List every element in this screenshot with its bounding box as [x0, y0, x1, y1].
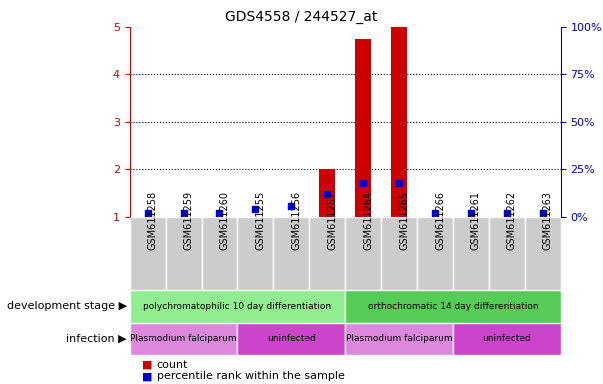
Point — [178, 210, 188, 216]
Text: GSM611259: GSM611259 — [183, 191, 194, 250]
Text: GSM611258: GSM611258 — [148, 191, 157, 250]
Text: ■: ■ — [142, 371, 156, 381]
Text: GSM611260: GSM611260 — [219, 191, 230, 250]
Bar — [417, 217, 453, 290]
Bar — [381, 217, 417, 290]
Bar — [346, 323, 453, 355]
Point — [143, 210, 153, 216]
Bar — [130, 323, 238, 355]
Text: uninfected: uninfected — [482, 334, 531, 343]
Point — [466, 210, 476, 216]
Text: GSM611255: GSM611255 — [256, 191, 265, 250]
Point — [538, 210, 548, 216]
Bar — [489, 217, 525, 290]
Text: development stage ▶: development stage ▶ — [7, 301, 127, 311]
Text: GSM611266: GSM611266 — [435, 191, 445, 250]
Bar — [345, 217, 381, 290]
Text: GSM611263: GSM611263 — [543, 191, 553, 250]
Point — [251, 206, 260, 212]
Text: GSM611257: GSM611257 — [327, 191, 337, 250]
Text: uninfected: uninfected — [267, 334, 316, 343]
Point — [358, 180, 368, 186]
Text: count: count — [157, 360, 188, 370]
Bar — [273, 217, 309, 290]
Text: Plasmodium falciparum: Plasmodium falciparum — [346, 334, 452, 343]
Text: GSM611261: GSM611261 — [471, 191, 481, 250]
Bar — [525, 217, 561, 290]
Text: orthochromatic 14 day differentiation: orthochromatic 14 day differentiation — [368, 302, 538, 311]
Point — [502, 210, 512, 216]
Point — [394, 180, 404, 186]
Text: GSM611264: GSM611264 — [363, 191, 373, 250]
Text: polychromatophilic 10 day differentiation: polychromatophilic 10 day differentiatio… — [144, 302, 332, 311]
Text: GSM611262: GSM611262 — [507, 191, 517, 250]
Text: GDS4558 / 244527_at: GDS4558 / 244527_at — [226, 10, 377, 23]
Text: infection ▶: infection ▶ — [66, 334, 127, 344]
Text: ■: ■ — [142, 360, 156, 370]
Point — [215, 210, 224, 216]
Text: percentile rank within the sample: percentile rank within the sample — [157, 371, 345, 381]
Text: Plasmodium falciparum: Plasmodium falciparum — [130, 334, 237, 343]
Bar — [355, 39, 371, 217]
Text: GSM611265: GSM611265 — [399, 191, 409, 250]
Bar — [453, 323, 561, 355]
Point — [323, 191, 332, 197]
Point — [286, 202, 296, 209]
Bar — [238, 217, 273, 290]
Bar — [391, 27, 407, 217]
Bar — [453, 217, 489, 290]
Bar — [319, 169, 335, 217]
Bar — [130, 217, 166, 290]
Bar — [346, 290, 561, 323]
Bar — [130, 290, 346, 323]
Point — [430, 210, 440, 216]
Text: GSM611256: GSM611256 — [291, 191, 302, 250]
Bar — [309, 217, 346, 290]
Bar — [238, 323, 346, 355]
Bar — [201, 217, 238, 290]
Bar — [166, 217, 201, 290]
